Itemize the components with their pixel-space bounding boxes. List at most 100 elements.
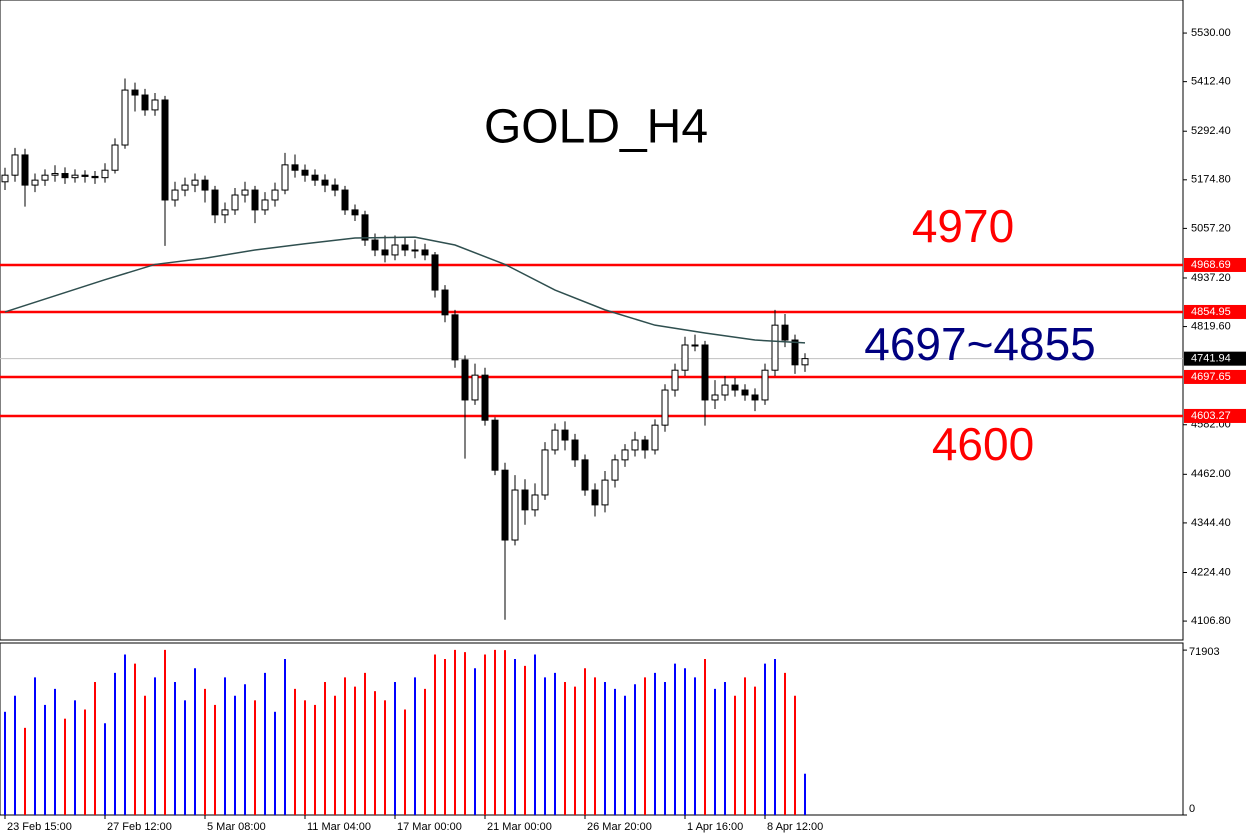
annotation: 4970 <box>912 200 1014 252</box>
volume-panel <box>0 642 1184 816</box>
candle-body <box>321 179 329 186</box>
current-price-box <box>1184 351 1246 366</box>
candle-body <box>51 173 59 176</box>
level-label-box <box>1184 369 1246 384</box>
candle-body <box>91 175 99 179</box>
candle-body <box>211 189 219 216</box>
candle-body <box>471 374 479 401</box>
candle-body <box>301 169 309 176</box>
candle-body <box>221 209 229 216</box>
candle-body <box>561 429 569 441</box>
candle-body <box>371 239 379 251</box>
current-price-label: 4741.94 <box>1191 353 1231 365</box>
candle-body <box>11 154 19 176</box>
candle-body <box>1 174 9 183</box>
annotation: 4697~4855 <box>864 318 1096 370</box>
candle-body <box>141 94 149 111</box>
candle-body <box>341 189 349 211</box>
candle-body <box>511 489 519 541</box>
candle-body <box>721 384 729 396</box>
candle-body <box>671 369 679 391</box>
y-tick-label: 5412.40 <box>1191 76 1231 88</box>
moving-average <box>4 236 806 344</box>
candle-body <box>591 489 599 506</box>
candle-body <box>531 494 539 511</box>
candle-body <box>271 189 279 201</box>
candle-body <box>41 174 49 181</box>
candle-body <box>771 324 779 371</box>
candle-body <box>631 439 639 451</box>
volume-tick-label: 71903 <box>1189 646 1220 658</box>
x-tick-label: 17 Mar 00:00 <box>397 821 462 833</box>
candle-body <box>171 189 179 201</box>
y-tick-label: 4344.40 <box>1191 517 1231 529</box>
candle-body <box>131 89 139 96</box>
candle-body <box>741 389 749 396</box>
candle-body <box>411 249 419 252</box>
candle-body <box>201 179 209 191</box>
level-label: 4603.27 <box>1191 410 1231 422</box>
y-tick-label: 4224.40 <box>1191 566 1231 578</box>
candle-body <box>691 344 699 347</box>
x-tick-label: 11 Mar 04:00 <box>307 821 371 833</box>
y-tick-label: 5174.80 <box>1191 174 1231 186</box>
candle-body <box>21 154 29 186</box>
candle-body <box>421 249 429 256</box>
candle-body <box>391 244 399 256</box>
candle-body <box>81 174 89 177</box>
candle-body <box>551 429 559 451</box>
price-panel <box>0 0 1184 641</box>
candle-body <box>681 344 689 371</box>
candle-body <box>191 179 199 186</box>
candle-body <box>751 394 759 401</box>
candle-body <box>361 214 369 241</box>
annotation: 4600 <box>932 418 1034 470</box>
candle-body <box>651 424 659 451</box>
candle-body <box>311 174 319 181</box>
level-label-box <box>1184 408 1246 423</box>
level-label: 4854.95 <box>1191 306 1231 318</box>
candle-body <box>121 89 129 146</box>
x-tick-label: 8 Apr 12:00 <box>767 821 823 833</box>
candle-body <box>541 449 549 496</box>
candle-body <box>181 184 189 191</box>
level-label-box <box>1184 257 1246 272</box>
y-tick-label: 4462.00 <box>1191 468 1231 480</box>
candle-body <box>611 459 619 481</box>
candle-body <box>401 244 409 251</box>
candle-body <box>801 358 809 366</box>
candle-body <box>521 489 529 511</box>
x-tick-label: 1 Apr 16:00 <box>687 821 743 833</box>
x-tick-label: 26 Mar 20:00 <box>587 821 652 833</box>
candle-body <box>261 199 269 211</box>
candle-body <box>711 394 719 401</box>
candle-body <box>641 439 649 451</box>
candle-body <box>61 173 69 179</box>
candle-body <box>441 289 449 316</box>
candle-body <box>431 254 439 291</box>
candle-body <box>351 209 359 216</box>
volume-tick-label: 0 <box>1189 803 1195 815</box>
candle-body <box>501 469 509 541</box>
candle-body <box>761 369 769 401</box>
candle-body <box>601 479 609 506</box>
candle-body <box>621 449 629 461</box>
y-tick-label: 4937.20 <box>1191 272 1231 284</box>
candle-body <box>111 144 119 171</box>
candle-body <box>731 384 739 391</box>
y-tick-label: 4819.60 <box>1191 320 1231 332</box>
y-tick-label: 4106.80 <box>1191 615 1231 627</box>
candle-body <box>251 189 259 211</box>
chart-title: GOLD_H4 <box>484 101 708 154</box>
x-tick-label: 21 Mar 00:00 <box>487 821 552 833</box>
candle-body <box>31 179 39 186</box>
candle-body <box>101 169 109 179</box>
y-tick-label: 5057.20 <box>1191 222 1231 234</box>
candle-body <box>781 324 789 341</box>
candle-body <box>451 314 459 361</box>
x-tick-label: 27 Feb 12:00 <box>107 821 172 833</box>
y-tick-label: 5292.40 <box>1191 125 1231 137</box>
level-label-box <box>1184 304 1246 319</box>
candle-body <box>381 249 389 256</box>
